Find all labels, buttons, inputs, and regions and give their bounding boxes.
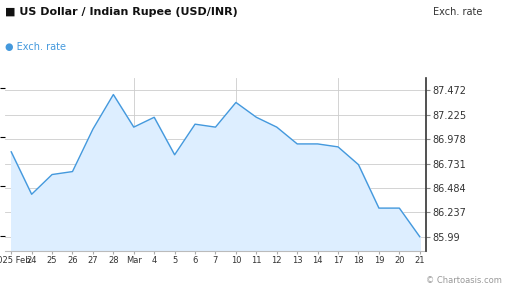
Text: ■ US Dollar / Indian Rupee (USD/INR): ■ US Dollar / Indian Rupee (USD/INR): [5, 7, 238, 17]
Text: ● Exch. rate: ● Exch. rate: [5, 42, 66, 52]
Text: Exch. rate: Exch. rate: [433, 7, 483, 17]
Text: © Chartoasis.com: © Chartoasis.com: [426, 276, 502, 285]
